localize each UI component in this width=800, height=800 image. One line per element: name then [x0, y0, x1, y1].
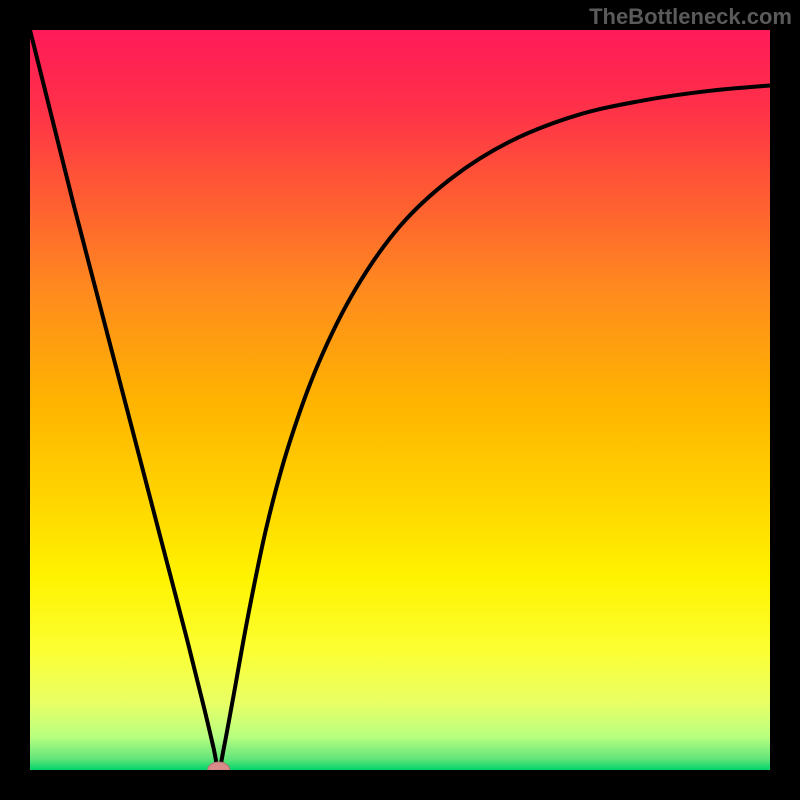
chart-container: TheBottleneck.com [0, 0, 800, 800]
watermark-text: TheBottleneck.com [589, 4, 792, 30]
minimum-marker [208, 762, 230, 770]
bottleneck-curve [30, 30, 770, 770]
plot-area [30, 30, 770, 770]
